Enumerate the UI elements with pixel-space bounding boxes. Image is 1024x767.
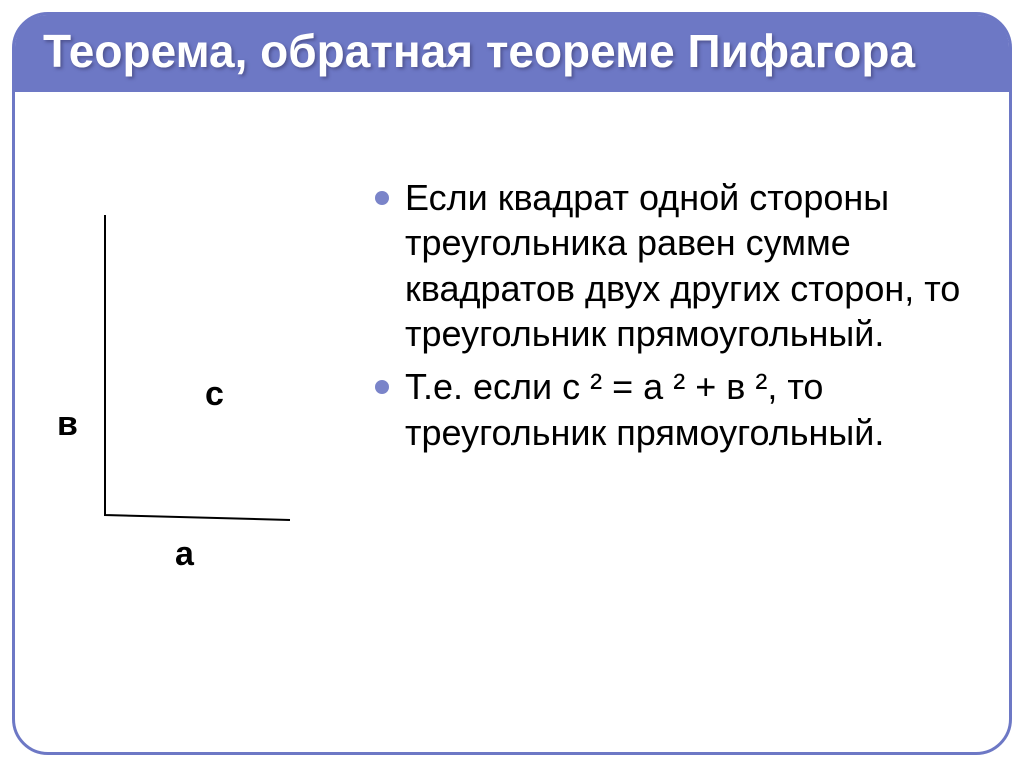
title-bar: Теорема, обратная теореме Пифагора	[15, 15, 1009, 92]
label-base: а	[175, 535, 194, 574]
content-area: с в а Если квадрат одной стороны треугол…	[15, 165, 1009, 752]
text-column: Если квадрат одной стороны треугольника …	[375, 165, 1009, 752]
triangle-diagram	[85, 205, 315, 545]
label-hypotenuse: с	[205, 375, 224, 414]
diagram-column: с в а	[15, 165, 375, 752]
bullet-icon	[375, 380, 389, 394]
bullet-text: Т.е. если с ² = а ² + в ², то треугольни…	[405, 364, 979, 455]
triangle-shape	[105, 215, 290, 520]
slide-title: Теорема, обратная теореме Пифагора	[43, 25, 981, 78]
label-vertical: в	[57, 405, 78, 444]
bullet-item: Если квадрат одной стороны треугольника …	[375, 175, 979, 356]
bullet-item: Т.е. если с ² = а ² + в ², то треугольни…	[375, 364, 979, 455]
slide-frame: Теорема, обратная теореме Пифагора с в а…	[12, 12, 1012, 755]
bullet-text: Если квадрат одной стороны треугольника …	[405, 175, 979, 356]
bullet-icon	[375, 191, 389, 205]
